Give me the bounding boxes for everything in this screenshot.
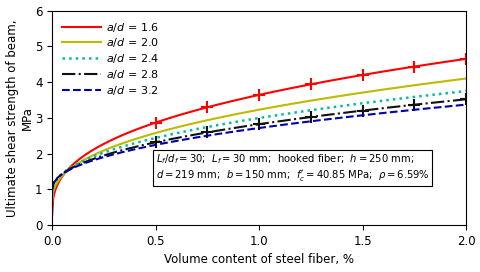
$a/d$ = 2.0 <box>348 93 353 96</box>
$a/d$ = 3.2 <box>213 133 218 136</box>
$a/d$ = 3.2 <box>49 187 55 190</box>
$a/d$ = 2.0 <box>349 92 355 96</box>
$a/d$ = 2.4 <box>348 103 353 106</box>
Text: $L_f /d_f = 30$;  $L_f = 30$ mm;  hooked fiber;  $h = 250$ mm;
$d = 219$ mm;  $b: $L_f /d_f = 30$; $L_f = 30$ mm; hooked f… <box>156 152 428 183</box>
Line: $a/d$ = 1.6: $a/d$ = 1.6 <box>52 59 465 214</box>
$a/d$ = 3.2 <box>309 119 315 123</box>
$a/d$ = 2.8 <box>49 189 55 192</box>
$a/d$ = 2.8 <box>309 115 315 118</box>
$a/d$ = 2.4 <box>184 129 190 133</box>
Line: $a/d$ = 3.2: $a/d$ = 3.2 <box>52 105 465 189</box>
$a/d$ = 2.0 <box>99 150 105 153</box>
$a/d$ = 2.4 <box>213 124 218 127</box>
Line: $a/d$ = 2.4: $a/d$ = 2.4 <box>52 91 465 194</box>
$a/d$ = 2.4 <box>99 152 105 155</box>
X-axis label: Volume content of steel fiber, %: Volume content of steel fiber, % <box>164 254 353 267</box>
$a/d$ = 1.6 <box>213 103 218 107</box>
$a/d$ = 1.6 <box>349 75 355 78</box>
$a/d$ = 2.4 <box>462 89 468 93</box>
$a/d$ = 2.8 <box>213 129 218 132</box>
$a/d$ = 1.6 <box>309 82 315 86</box>
$a/d$ = 1.6 <box>49 213 55 216</box>
$a/d$ = 2.8 <box>348 110 353 114</box>
$a/d$ = 1.6 <box>462 57 468 60</box>
$a/d$ = 1.6 <box>99 143 105 147</box>
Y-axis label: Ultimate shear strength of beam,
MPa: Ultimate shear strength of beam, MPa <box>6 19 34 217</box>
$a/d$ = 3.2 <box>184 137 190 141</box>
$a/d$ = 2.0 <box>49 200 55 203</box>
$a/d$ = 2.4 <box>49 192 55 195</box>
$a/d$ = 3.2 <box>99 156 105 159</box>
$a/d$ = 3.2 <box>349 115 355 118</box>
$a/d$ = 2.8 <box>462 98 468 101</box>
$a/d$ = 3.2 <box>348 115 353 118</box>
Line: $a/d$ = 2.0: $a/d$ = 2.0 <box>52 79 465 202</box>
$a/d$ = 2.4 <box>309 108 315 112</box>
$a/d$ = 2.0 <box>462 77 468 80</box>
Legend: $a/d$ = 1.6, $a/d$ = 2.0, $a/d$ = 2.4, $a/d$ = 2.8, $a/d$ = 3.2: $a/d$ = 1.6, $a/d$ = 2.0, $a/d$ = 2.4, $… <box>58 16 163 101</box>
$a/d$ = 1.6 <box>348 75 353 79</box>
$a/d$ = 1.6 <box>184 111 190 115</box>
$a/d$ = 3.2 <box>462 103 468 106</box>
$a/d$ = 2.4 <box>349 103 355 106</box>
Line: $a/d$ = 2.8: $a/d$ = 2.8 <box>52 99 465 190</box>
$a/d$ = 2.8 <box>99 154 105 158</box>
$a/d$ = 2.0 <box>184 123 190 126</box>
$a/d$ = 2.8 <box>349 110 355 113</box>
$a/d$ = 2.0 <box>213 117 218 120</box>
$a/d$ = 2.0 <box>309 99 315 102</box>
$a/d$ = 2.8 <box>184 134 190 138</box>
